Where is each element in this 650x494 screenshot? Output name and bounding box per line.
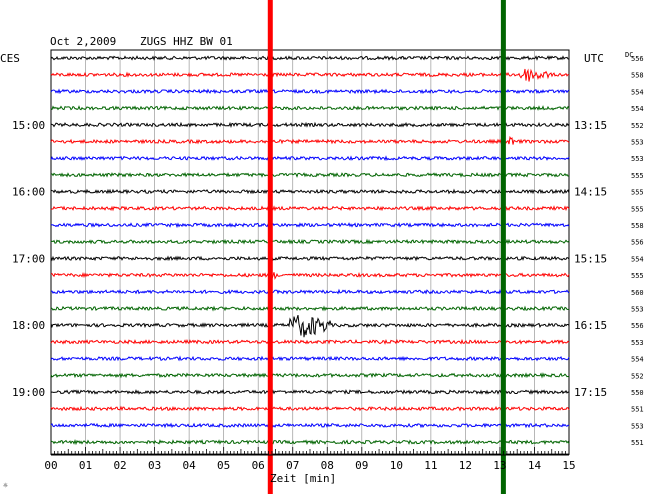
x-tick-label: 05 bbox=[217, 459, 230, 472]
dc-value-label: 556 bbox=[631, 239, 644, 247]
dc-value-label: 560 bbox=[631, 289, 644, 297]
seismic-trace bbox=[50, 155, 570, 162]
dc-value-label: 551 bbox=[631, 406, 644, 414]
x-tick-label: 01 bbox=[79, 459, 92, 472]
x-tick-label: 12 bbox=[459, 459, 472, 472]
dc-value-label: 554 bbox=[631, 255, 644, 263]
dc-value-label: 552 bbox=[631, 122, 644, 130]
seismic-trace bbox=[50, 105, 570, 111]
seismic-trace bbox=[50, 439, 570, 446]
left-hour-label: 15:00 bbox=[12, 119, 45, 132]
left-timezone-label: CES bbox=[0, 52, 20, 65]
seismic-trace bbox=[50, 422, 570, 429]
x-tick-label: 10 bbox=[390, 459, 403, 472]
right-utc-label: 13:15 bbox=[574, 119, 607, 132]
seismic-trace bbox=[50, 55, 570, 61]
dc-value-label: 553 bbox=[631, 155, 644, 163]
dc-value-label: 556 bbox=[631, 322, 644, 330]
seismic-trace bbox=[50, 205, 570, 212]
seismic-trace bbox=[50, 372, 570, 379]
dc-value-label: 555 bbox=[631, 205, 644, 213]
right-utc-label: 15:15 bbox=[574, 252, 607, 265]
right-utc-label: 14:15 bbox=[574, 186, 607, 199]
seismic-trace bbox=[51, 288, 570, 295]
x-axis-label: Zeit [min] bbox=[270, 472, 336, 485]
dc-value-label: 551 bbox=[631, 439, 644, 447]
x-tick-label: 02 bbox=[113, 459, 126, 472]
x-tick-label: 07 bbox=[286, 459, 299, 472]
dc-value-label: 553 bbox=[631, 306, 644, 314]
dc-value-label: 558 bbox=[631, 72, 644, 80]
seismic-trace bbox=[50, 238, 570, 245]
x-tick-label: 06 bbox=[252, 459, 265, 472]
trace-layer bbox=[50, 55, 570, 446]
label-layer: 556 558 554 554 552 553 553 555 555 555 558 556 554 5… bbox=[12, 55, 644, 447]
header-date: Oct 2,2009 bbox=[50, 35, 116, 48]
x-tick-label: 00 bbox=[44, 459, 57, 472]
right-timezone-label: UTC bbox=[584, 52, 604, 65]
dc-value-label: 556 bbox=[631, 55, 644, 63]
seismic-trace bbox=[50, 121, 570, 128]
left-hour-label: 19:00 bbox=[12, 386, 45, 399]
right-utc-label: 16:15 bbox=[574, 319, 607, 332]
axis-layer: 00 01 02 03 04 05 06 07 08 09 10 11 12 13 14 15 bbox=[44, 447, 576, 472]
dc-value-label: 553 bbox=[631, 422, 644, 430]
dc-value-label: 555 bbox=[631, 172, 644, 180]
seismic-trace bbox=[50, 171, 570, 178]
dc-value-label: 555 bbox=[631, 272, 644, 280]
dc-value-label: 552 bbox=[631, 372, 644, 380]
dc-value-label: 555 bbox=[631, 189, 644, 197]
dc-value-label: 554 bbox=[631, 88, 644, 96]
dc-header-label: DC bbox=[625, 51, 633, 59]
seismic-trace bbox=[50, 314, 570, 338]
sun-mark-icon: ☼ bbox=[3, 481, 8, 490]
x-tick-label: 11 bbox=[424, 459, 437, 472]
seismic-trace bbox=[50, 88, 570, 95]
dc-value-label: 554 bbox=[631, 105, 644, 113]
dc-value-label: 558 bbox=[631, 222, 644, 230]
dc-value-label: 553 bbox=[631, 139, 644, 147]
x-tick-label: 03 bbox=[148, 459, 161, 472]
seismic-trace bbox=[50, 222, 570, 229]
marker-layer bbox=[267, 0, 506, 494]
header-station: ZUGS HHZ BW 01 bbox=[140, 35, 233, 48]
seismic-trace bbox=[50, 135, 570, 145]
left-hour-label: 16:00 bbox=[12, 186, 45, 199]
x-tick-label: 04 bbox=[183, 459, 197, 472]
left-hour-label: 17:00 bbox=[12, 252, 45, 265]
x-tick-label: 09 bbox=[355, 459, 368, 472]
right-utc-label: 17:15 bbox=[574, 386, 607, 399]
seismic-trace bbox=[50, 405, 570, 412]
x-tick-label: 14 bbox=[528, 459, 542, 472]
seismic-trace bbox=[50, 305, 570, 312]
seismic-trace bbox=[50, 272, 570, 280]
dc-value-label: 554 bbox=[631, 356, 644, 364]
left-hour-label: 18:00 bbox=[12, 319, 45, 332]
seismic-trace bbox=[50, 188, 570, 195]
dc-value-label: 553 bbox=[631, 339, 644, 347]
x-tick-label: 15 bbox=[562, 459, 575, 472]
seismic-trace bbox=[50, 355, 570, 362]
seismic-trace bbox=[50, 255, 570, 262]
seismic-trace bbox=[50, 338, 570, 345]
seismic-trace bbox=[50, 389, 570, 395]
x-tick-label: 08 bbox=[321, 459, 334, 472]
x-tick-label: 13 bbox=[493, 459, 506, 472]
dc-value-label: 550 bbox=[631, 389, 644, 397]
seismic-trace bbox=[50, 68, 570, 82]
